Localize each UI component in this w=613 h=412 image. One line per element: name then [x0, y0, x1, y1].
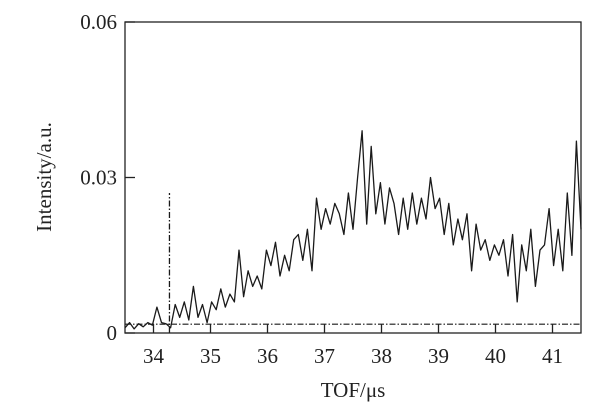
x-tick-label: 38: [371, 344, 392, 368]
x-axis: 34 35 36 37 38 39 40 41: [143, 324, 563, 368]
x-tick-label: 37: [314, 344, 335, 368]
x-tick-label: 40: [485, 344, 506, 368]
y-tick-label: 0.06: [80, 10, 117, 34]
plot-marks: [124, 130, 582, 333]
x-tick-label: 39: [428, 344, 449, 368]
x-tick-label: 36: [257, 344, 278, 368]
x-tick-label: 35: [200, 344, 221, 368]
x-axis-label: TOF/μs: [321, 378, 386, 402]
y-tick-label: 0: [107, 321, 118, 345]
y-axis-label: Intensity/a.u.: [32, 122, 56, 232]
signal-line: [124, 130, 582, 330]
y-axis: 0 0.03 0.06: [80, 10, 135, 345]
y-tick-label: 0.03: [80, 166, 117, 190]
x-tick-label: 41: [542, 344, 563, 368]
x-tick-label: 34: [143, 344, 165, 368]
